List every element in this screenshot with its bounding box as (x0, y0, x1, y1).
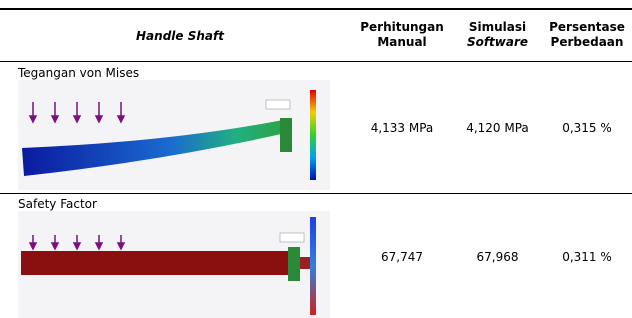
cell: 0,311 % (542, 250, 632, 265)
row-label: Safety Factor (18, 197, 97, 211)
cell: 67,747 (352, 250, 452, 265)
column-header: Simulasi Software (455, 20, 540, 50)
header-line: Software (455, 35, 540, 50)
row-label: Tegangan von Mises (18, 66, 139, 80)
cell: 4,133 MPa (352, 121, 452, 136)
header-rule (0, 61, 632, 62)
cell: 67,968 (455, 250, 540, 265)
header-line: Simulasi (455, 20, 540, 35)
cell: 0,315 % (542, 121, 632, 136)
column-header: Perhitungan Manual (352, 20, 452, 50)
von-mises-image (18, 80, 330, 190)
header-line: Perbedaan (542, 35, 632, 50)
header-line: Perhitungan (352, 20, 452, 35)
safety-factor-image (18, 211, 330, 318)
column-header: Handle Shaft (80, 29, 280, 44)
document: Handle Shaft Perhitungan Manual Simulasi… (0, 0, 632, 318)
column-header: Persentase Perbedaan (542, 20, 632, 50)
header-line: Manual (352, 35, 452, 50)
row-rule (0, 193, 632, 194)
top-rule (0, 8, 632, 10)
header-line: Persentase (542, 20, 632, 35)
cell: 4,120 MPa (455, 121, 540, 136)
